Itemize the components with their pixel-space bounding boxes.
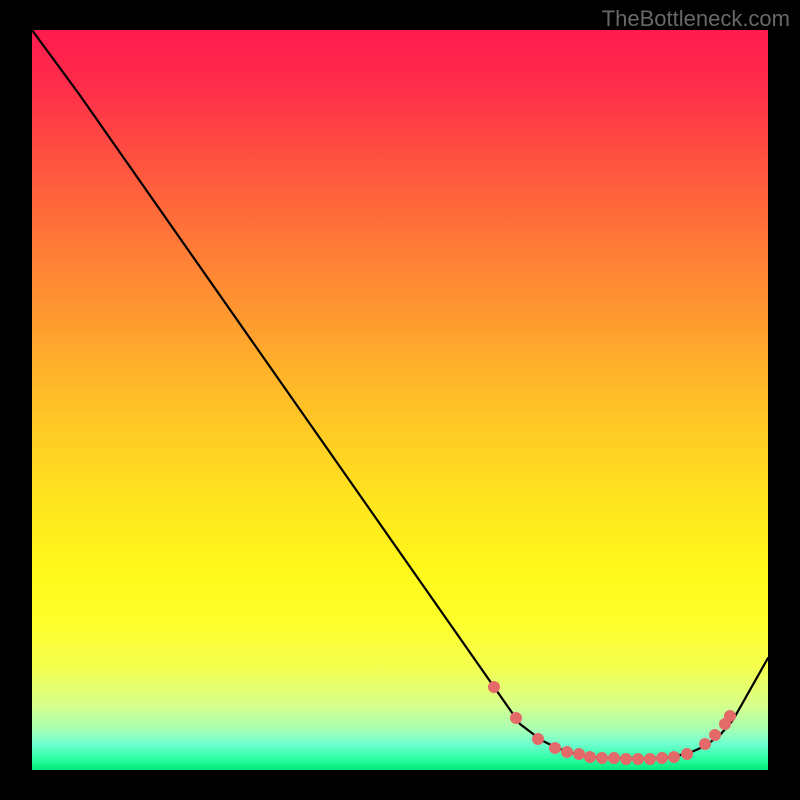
marker-point bbox=[549, 742, 561, 754]
plot-area bbox=[32, 30, 768, 770]
marker-point bbox=[681, 748, 693, 760]
marker-point bbox=[632, 753, 644, 765]
marker-point bbox=[709, 729, 721, 741]
marker-point bbox=[584, 751, 596, 763]
curve-line bbox=[32, 30, 768, 759]
marker-point bbox=[488, 681, 500, 693]
marker-point bbox=[573, 748, 585, 760]
marker-point bbox=[561, 746, 573, 758]
markers-group bbox=[488, 681, 736, 765]
marker-point bbox=[596, 752, 608, 764]
marker-point bbox=[532, 733, 544, 745]
marker-point bbox=[608, 752, 620, 764]
marker-point bbox=[620, 753, 632, 765]
marker-point bbox=[668, 751, 680, 763]
marker-point bbox=[656, 752, 668, 764]
marker-point bbox=[510, 712, 522, 724]
watermark-text: TheBottleneck.com bbox=[602, 6, 790, 32]
marker-point bbox=[699, 738, 711, 750]
curve-overlay bbox=[32, 30, 768, 770]
marker-point bbox=[644, 753, 656, 765]
marker-point bbox=[724, 710, 736, 722]
